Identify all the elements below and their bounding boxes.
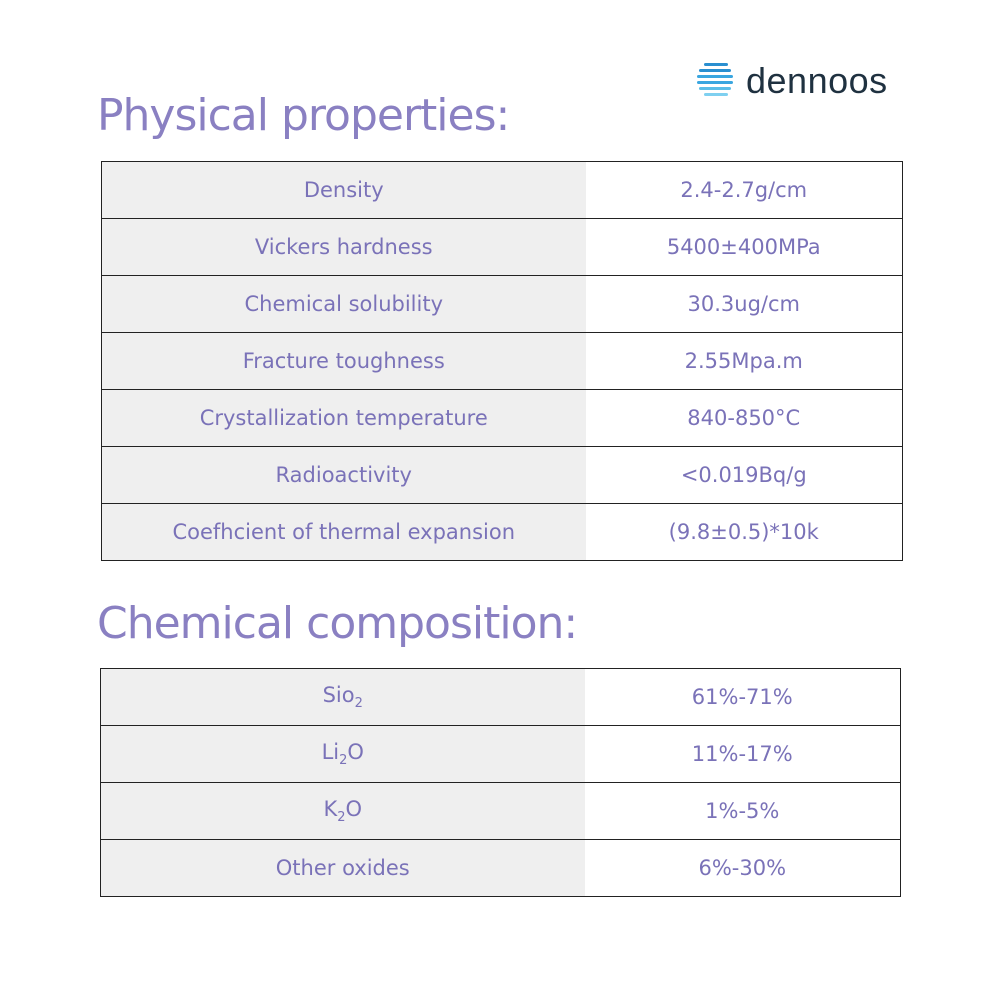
property-value: 2.4-2.7g/cm (585, 161, 903, 219)
subscript: 2 (354, 696, 363, 712)
table-row: Density 2.4-2.7g/cm (101, 161, 903, 219)
logo-icon (697, 63, 733, 96)
property-value: 5400±400MPa (585, 218, 903, 276)
component-value: 6%-30% (584, 839, 901, 897)
component-name: K2O (100, 782, 585, 840)
table-row: Vickers hardness 5400±400MPa (101, 218, 903, 276)
table-row: Crystallization temperature 840-850°C (101, 389, 903, 447)
component-name: Other oxides (100, 839, 585, 897)
property-name: Density (101, 161, 586, 219)
property-name: Vickers hardness (101, 218, 586, 276)
component-value: 11%-17% (584, 725, 901, 783)
component-name: Sio2 (100, 668, 585, 726)
component-value: 1%-5% (584, 782, 901, 840)
table-row: Fracture toughness 2.55Mpa.m (101, 332, 903, 390)
subscript: 2 (339, 753, 348, 769)
text: Other oxides (275, 856, 410, 880)
logo: dennoos (696, 60, 888, 102)
property-value: 2.55Mpa.m (585, 332, 903, 390)
component-name: Li2O (100, 725, 585, 783)
property-name: Crystallization temperature (101, 389, 586, 447)
physical-table: Density 2.4-2.7g/cm Vickers hardness 5400±4… (101, 161, 903, 561)
property-value: (9.8±0.5)*10k (585, 503, 903, 561)
table-row: Other oxides 6%-30% (100, 839, 901, 897)
text: Li (321, 739, 340, 764)
text: Sio (322, 682, 355, 707)
text: O (345, 796, 363, 821)
section-title: Physical properties: (97, 90, 510, 141)
property-value: <0.019Bq/g (585, 446, 903, 504)
table-row: Chemical solubility 30.3ug/cm (101, 275, 903, 333)
text: K (323, 796, 338, 821)
table-row: Li2O 11%-17% (100, 725, 901, 783)
property-name: Fracture toughness (101, 332, 586, 390)
property-value: 840-850°C (585, 389, 903, 447)
table-row: Coefhcient of thermal expansion (9.8±0.5)… (101, 503, 903, 561)
text: O (347, 739, 364, 764)
property-name: Coefhcient of thermal expansion (101, 503, 586, 561)
property-name: Chemical solubility (101, 275, 586, 333)
table-row: Sio2 61%-71% (100, 668, 901, 726)
section-title: Chemical composition: (97, 598, 578, 649)
property-value: 30.3ug/cm (585, 275, 903, 333)
chemical-table: Sio2 61%-71% Li2O 11%-17% K2O 1%-5% Other oxid… (100, 668, 901, 897)
property-name: Radioactivity (101, 446, 586, 504)
table-row: K2O 1%-5% (100, 782, 901, 840)
logo-text: dennoos (746, 60, 888, 101)
component-value: 61%-71% (584, 668, 901, 726)
table-row: Radioactivity <0.019Bq/g (101, 446, 903, 504)
subscript: 2 (337, 810, 346, 826)
